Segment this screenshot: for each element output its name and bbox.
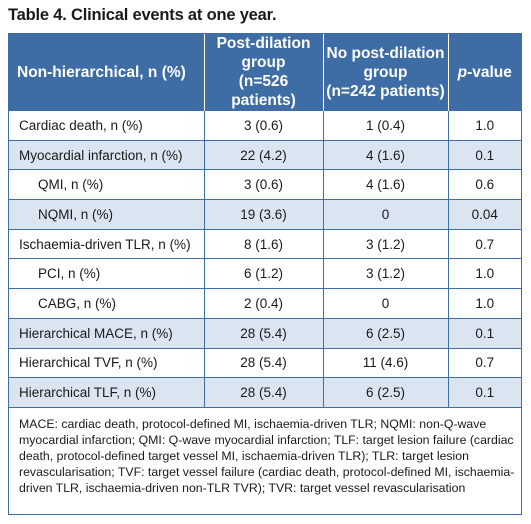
table-row: PCI, n (%) 6 (1.2) 3 (1.2) 1.0 bbox=[9, 258, 521, 289]
p-value: 0.7 bbox=[447, 228, 521, 259]
post-dilation-value: 3 (0.6) bbox=[203, 169, 323, 200]
table-row: QMI, n (%) 3 (0.6) 4 (1.6) 0.6 bbox=[9, 169, 521, 200]
post-dilation-value: 28 (5.4) bbox=[203, 377, 323, 407]
row-label: Hierarchical TLF, n (%) bbox=[9, 377, 204, 407]
p-value: 0.6 bbox=[447, 169, 521, 200]
row-label: CABG, n (%) bbox=[9, 288, 204, 319]
p-value: 1.0 bbox=[447, 110, 521, 141]
p-value: 0.1 bbox=[447, 317, 521, 348]
table-frame: Non-hierarchical, n (%) Post-dilation gr… bbox=[8, 33, 522, 515]
table-row: CABG, n (%) 2 (0.4) 0 1.0 bbox=[9, 288, 521, 319]
clinical-events-table: Non-hierarchical, n (%) Post-dilation gr… bbox=[9, 34, 521, 407]
no-post-dilation-value: 6 (2.5) bbox=[322, 317, 448, 348]
post-dilation-value: 3 (0.6) bbox=[203, 110, 323, 141]
no-post-dilation-value: 11 (4.6) bbox=[322, 347, 448, 378]
table-footnote: MACE: cardiac death, protocol-defined MI… bbox=[9, 406, 521, 496]
p-value: 0.04 bbox=[447, 199, 521, 230]
row-label: Ischaemia-driven TLR, n (%) bbox=[9, 228, 204, 259]
p-value: 0.1 bbox=[447, 139, 521, 170]
header-p-value: p-value bbox=[447, 34, 521, 111]
row-label: Hierarchical TVF, n (%) bbox=[9, 347, 204, 378]
row-label: PCI, n (%) bbox=[9, 258, 204, 289]
no-post-dilation-value: 1 (0.4) bbox=[322, 110, 448, 141]
post-dilation-value: 8 (1.6) bbox=[203, 228, 323, 259]
post-dilation-value: 19 (3.6) bbox=[203, 199, 323, 230]
post-dilation-value: 22 (4.2) bbox=[203, 139, 323, 170]
header-post-dilation: Post-dilation group (n=526 patients) bbox=[203, 34, 323, 111]
table-row: NQMI, n (%) 19 (3.6) 0 0.04 bbox=[9, 199, 521, 230]
table-row: Cardiac death, n (%) 3 (0.6) 1 (0.4) 1.0 bbox=[9, 110, 521, 141]
header-no-post-dilation: No post-dilation group (n=242 patients) bbox=[322, 34, 448, 111]
row-label: Myocardial infarction, n (%) bbox=[9, 139, 204, 170]
table-row: Hierarchical TVF, n (%) 28 (5.4) 11 (4.6… bbox=[9, 347, 521, 378]
no-post-dilation-value: 0 bbox=[322, 199, 448, 230]
post-dilation-value: 28 (5.4) bbox=[203, 317, 323, 348]
no-post-dilation-value: 3 (1.2) bbox=[322, 228, 448, 259]
p-value: 1.0 bbox=[447, 258, 521, 289]
p-value: 0.1 bbox=[447, 377, 521, 407]
table-title: Table 4. Clinical events at one year. bbox=[8, 6, 277, 24]
no-post-dilation-value: 4 (1.6) bbox=[322, 169, 448, 200]
no-post-dilation-value: 6 (2.5) bbox=[322, 377, 448, 407]
no-post-dilation-value: 3 (1.2) bbox=[322, 258, 448, 289]
post-dilation-value: 6 (1.2) bbox=[203, 258, 323, 289]
table-row: Myocardial infarction, n (%) 22 (4.2) 4 … bbox=[9, 139, 521, 170]
header-non-hierarchical: Non-hierarchical, n (%) bbox=[9, 34, 204, 111]
table-row: Hierarchical TLF, n (%) 28 (5.4) 6 (2.5)… bbox=[9, 377, 521, 407]
post-dilation-value: 2 (0.4) bbox=[203, 288, 323, 319]
no-post-dilation-value: 4 (1.6) bbox=[322, 139, 448, 170]
table-row: Hierarchical MACE, n (%) 28 (5.4) 6 (2.5… bbox=[9, 317, 521, 348]
row-label: Hierarchical MACE, n (%) bbox=[9, 317, 204, 348]
no-post-dilation-value: 0 bbox=[322, 288, 448, 319]
row-label: NQMI, n (%) bbox=[9, 199, 204, 230]
p-value: 0.7 bbox=[447, 347, 521, 378]
p-value: 1.0 bbox=[447, 288, 521, 319]
post-dilation-value: 28 (5.4) bbox=[203, 347, 323, 378]
header-row: Non-hierarchical, n (%) Post-dilation gr… bbox=[9, 34, 521, 111]
row-label: QMI, n (%) bbox=[9, 169, 204, 200]
row-label: Cardiac death, n (%) bbox=[9, 110, 204, 141]
table-row: Ischaemia-driven TLR, n (%) 8 (1.6) 3 (1… bbox=[9, 228, 521, 259]
